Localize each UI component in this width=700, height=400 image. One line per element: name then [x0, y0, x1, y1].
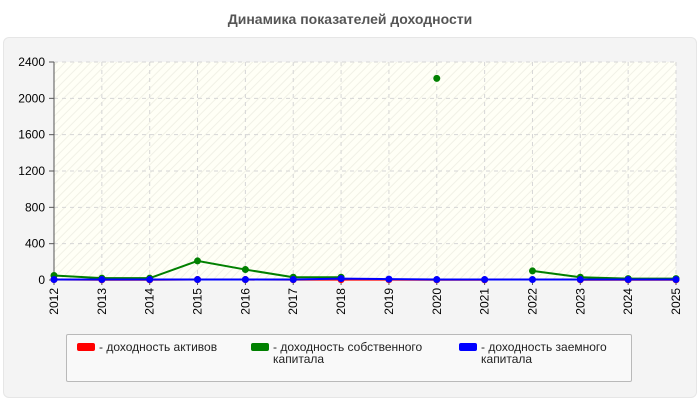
- data-point-series-2: [194, 276, 202, 284]
- x-tick-label: 2018: [334, 288, 348, 315]
- y-tick-label: 400: [25, 237, 45, 251]
- plot-area: [54, 62, 676, 280]
- data-point-series-1: [241, 266, 249, 274]
- data-point-series-1: [433, 74, 441, 82]
- data-point-series-1: [528, 267, 536, 275]
- x-tick-label: 2020: [430, 288, 444, 315]
- legend-swatch-debt: [459, 343, 477, 351]
- x-tick-label: 2016: [238, 288, 252, 315]
- data-point-series-2: [50, 276, 58, 284]
- legend-label-equity: - доходность собственного капитала: [273, 340, 423, 366]
- data-point-series-1: [194, 257, 202, 265]
- data-point-series-2: [672, 276, 680, 284]
- x-tick-label: 2019: [382, 288, 396, 315]
- y-tick-label: 0: [38, 273, 45, 287]
- data-point-series-2: [481, 276, 489, 284]
- x-tick-label: 2014: [143, 288, 157, 315]
- x-tick-label: 2024: [621, 288, 635, 315]
- data-point-series-2: [98, 276, 106, 284]
- legend: - доходность активов - доходность собств…: [66, 334, 632, 382]
- data-point-series-2: [337, 275, 345, 283]
- data-point-series-2: [146, 276, 154, 284]
- chart-title: Динамика показателей доходности: [227, 11, 473, 27]
- data-point-series-2: [289, 276, 297, 284]
- y-tick-label: 2400: [18, 55, 45, 69]
- legend-label-debt: - доходность заемного капитала: [481, 340, 607, 366]
- legend-label-assets: - доходность активов: [99, 340, 218, 354]
- x-tick-label: 2021: [478, 288, 492, 315]
- x-tick-label: 2013: [95, 288, 109, 315]
- series-layer: [50, 74, 680, 284]
- legend-swatch-assets: [77, 343, 95, 351]
- data-point-series-2: [433, 276, 441, 284]
- data-point-series-2: [241, 276, 249, 284]
- data-point-series-2: [385, 275, 393, 283]
- data-point-series-2: [528, 276, 536, 284]
- x-tick-label: 2023: [573, 288, 587, 315]
- y-tick-label: 1600: [18, 128, 45, 142]
- axes: 0 400 800 1200 1600 2000 2400 2012 2013 2014 2015 2…: [18, 55, 683, 315]
- x-tick-label: 2012: [47, 288, 61, 315]
- x-tick-label: 2015: [191, 288, 205, 315]
- y-tick-label: 1200: [18, 164, 45, 178]
- data-point-series-2: [624, 276, 632, 284]
- x-tick-label: 2022: [525, 288, 539, 315]
- series-line-2: [54, 277, 676, 281]
- x-tick-label: 2025: [669, 288, 683, 315]
- data-point-series-2: [576, 276, 584, 284]
- y-tick-label: 800: [25, 200, 45, 214]
- legend-swatch-equity: [251, 343, 269, 351]
- x-tick-label: 2017: [286, 288, 300, 315]
- y-tick-label: 2000: [18, 91, 45, 105]
